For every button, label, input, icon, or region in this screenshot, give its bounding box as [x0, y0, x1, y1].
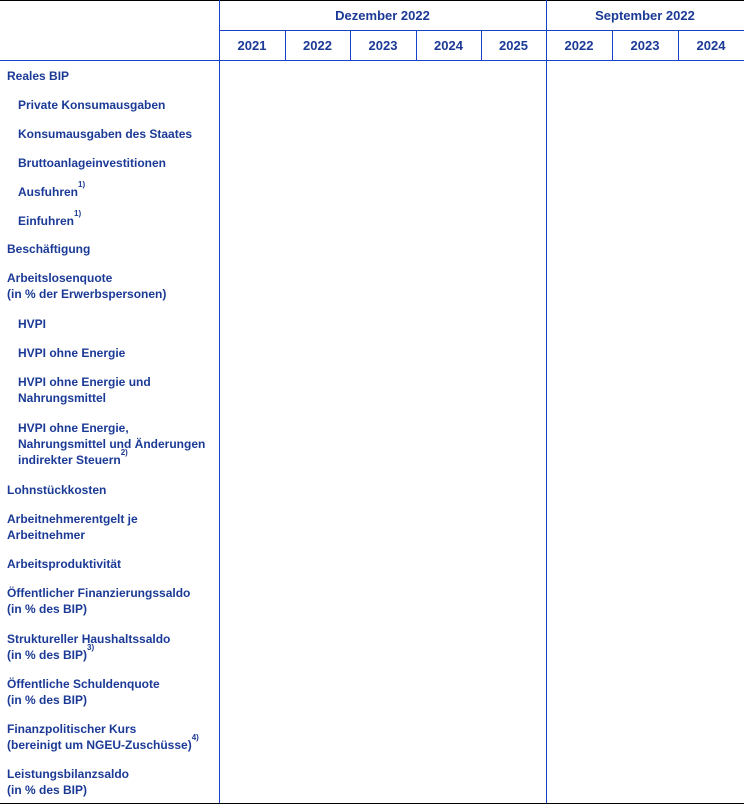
- row-label-line: Öffentlicher Finanzierungssaldo: [7, 586, 191, 600]
- row-label-line: (in % des BIP): [7, 602, 88, 616]
- year-cell-separator-rule: [350, 30, 351, 60]
- header-underline-rule: [0, 60, 744, 61]
- footnote-marker: 3): [87, 643, 95, 652]
- row-label-line: Bruttoanlageinvestitionen: [18, 156, 167, 170]
- year-cell-separator-rule: [285, 30, 286, 60]
- row-label-line: Nahrungsmittel und Änderungen: [18, 437, 206, 451]
- row-label-line: Struktureller Haushaltssaldo: [7, 632, 171, 646]
- year-header-cell: 2022: [303, 37, 332, 53]
- row-label-line: HVPI ohne Energie und: [18, 375, 151, 389]
- row-label-arbeitnehmerentgelt: Arbeitnehmerentgelt je Arbeitnehmer: [0, 511, 215, 543]
- row-label-arbeitsproduktivitaet: Arbeitsproduktivität: [0, 556, 215, 572]
- row-label-line: (bereinigt um NGEU-Zuschüsse)4): [7, 733, 199, 753]
- row-label-lohnstueckkosten: Lohnstückkosten: [0, 482, 215, 498]
- row-label-struktureller-haushaltssaldo: Struktureller Haushaltssaldo (in % des BI…: [0, 631, 215, 663]
- row-label-line: (in % des BIP): [7, 783, 88, 797]
- row-label-leistungsbilanzsaldo: Leistungsbilanzsaldo (in % des BIP): [0, 766, 215, 798]
- year-header-cell: 2024: [434, 37, 463, 53]
- row-label-hvpi: HVPI: [0, 316, 215, 332]
- row-label-line: Beschäftigung: [7, 242, 91, 256]
- group-separator-rule: [546, 0, 547, 803]
- row-label-finanzpolitischer-kurs: Finanzpolitischer Kurs (bereinigt um NGEU…: [0, 721, 215, 753]
- row-label-line: Nahrungsmittel: [18, 391, 107, 405]
- row-label-line: Reales BIP: [7, 69, 70, 83]
- row-label-line: Einfuhren1): [18, 209, 82, 229]
- row-label-line: Öffentliche Schuldenquote: [7, 677, 160, 691]
- year-cell-separator-rule: [481, 30, 482, 60]
- year-cell-separator-rule: [678, 30, 679, 60]
- row-label-oeffentlicher-finanzierungssaldo: Öffentlicher Finanzierungssaldo (in % des…: [0, 585, 215, 617]
- footnote-marker: 1): [74, 209, 82, 218]
- bottom-frame-rule: [0, 803, 744, 804]
- row-label-line: Konsumausgaben des Staates: [18, 127, 193, 141]
- row-label-oeffentliche-schuldenquote: Öffentliche Schuldenquote (in % des BIP): [0, 676, 215, 708]
- row-label-line: Finanzpolitischer Kurs: [7, 722, 137, 736]
- footnote-marker: 4): [191, 733, 199, 742]
- year-header-cell: 2022: [564, 37, 594, 53]
- row-label-arbeitslosenquote: Arbeitslosenquote (in % der Erwerbsperson…: [0, 270, 215, 302]
- year-cell-separator-rule: [612, 30, 613, 60]
- group-header-september-2022: September 2022: [595, 7, 695, 23]
- row-label-bruttoanlageinvestitionen: Bruttoanlageinvestitionen: [0, 155, 215, 171]
- table-body-empty: [220, 61, 744, 803]
- row-label-line: Arbeitslosenquote: [7, 271, 113, 285]
- row-label-hvpi-ohne-energie-und-nahrungsmittel: HVPI ohne Energie und Nahrungsmittel: [0, 374, 215, 406]
- row-label-line: Arbeitnehmer: [7, 528, 86, 542]
- year-header-cell: 2023: [630, 37, 660, 53]
- row-label-line: Private Konsumausgaben: [18, 98, 166, 112]
- row-label-line: HVPI ohne Energie: [18, 346, 126, 360]
- row-label-line: indirekter Steuern2): [18, 448, 128, 468]
- row-label-line: (in % des BIP)3): [7, 643, 95, 663]
- row-label-private-konsumausgaben: Private Konsumausgaben: [0, 97, 215, 113]
- row-label-hvpi-ohne-energie: HVPI ohne Energie: [0, 345, 215, 361]
- row-label-line: Leistungsbilanzsaldo: [7, 767, 130, 781]
- row-label-ausfuhren: Ausfuhren1): [0, 180, 215, 200]
- row-label-line: Ausfuhren1): [18, 180, 86, 200]
- group-header-dezember-2022: Dezember 2022: [335, 7, 430, 23]
- row-label-beschaeftigung: Beschäftigung: [0, 241, 215, 257]
- row-label-einfuhren: Einfuhren1): [0, 209, 215, 229]
- label-column-separator-rule: [219, 0, 220, 803]
- row-label-konsumausgaben-des-staates: Konsumausgaben des Staates: [0, 126, 215, 142]
- year-header-cell: 2025: [499, 37, 528, 53]
- row-label-reales-bip: Reales BIP: [0, 68, 215, 84]
- year-header-cell: 2023: [368, 37, 398, 53]
- footnote-marker: 2): [120, 448, 128, 457]
- row-label-line: (in % der Erwerbspersonen): [7, 287, 167, 301]
- row-label-line: HVPI ohne Energie,: [18, 421, 129, 435]
- row-label-line: HVPI: [18, 317, 47, 331]
- year-header-cell: 2024: [696, 37, 726, 53]
- row-label-line: Lohnstückkosten: [7, 483, 107, 497]
- footnote-marker: 1): [78, 180, 86, 189]
- row-label-line: (in % des BIP): [7, 693, 88, 707]
- year-header-cell: 2021: [237, 37, 267, 53]
- year-cell-separator-rule: [416, 30, 417, 60]
- row-label-line: Arbeitnehmerentgelt je: [7, 512, 138, 526]
- row-label-hvpi-ohne-energie-nahrungsmittel-steuern: HVPI ohne Energie, Nahrungsmittel und Änd…: [0, 420, 215, 468]
- row-label-line: Arbeitsproduktivität: [7, 557, 122, 571]
- top-frame-rule: [0, 0, 744, 1]
